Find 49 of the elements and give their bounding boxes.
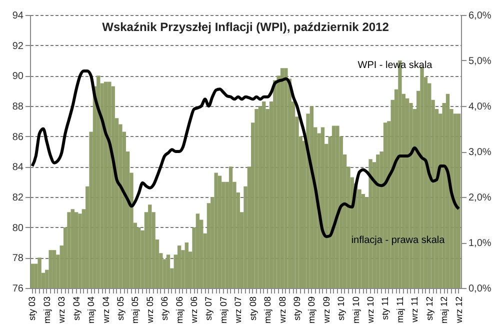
y-tick-label: 84: [12, 162, 24, 174]
x-tick-label: sty 03: [27, 296, 38, 321]
x-tick-label: sty 07: [204, 296, 214, 321]
x-tick-label: maj 08: [262, 296, 273, 324]
x-tick-label: wrz 08: [277, 296, 288, 324]
x-tick-label: wrz 09: [321, 296, 332, 324]
x-tick-label: maj 11: [394, 296, 405, 323]
x-tick-label: sty 11: [380, 296, 390, 320]
x-tick-label: wrz 12: [454, 296, 464, 324]
x-tick-label: maj 05: [130, 296, 140, 324]
y-tick-label: 76: [12, 284, 24, 294]
x-tick-label: sty 09: [292, 296, 302, 321]
y-tick-label: 92: [12, 40, 24, 52]
y2-tick-label: 3,0%: [468, 147, 492, 158]
x-tick-label: maj 03: [42, 296, 52, 324]
x-tick-label: maj 06: [174, 296, 184, 324]
y2-tick-label: 0,0%: [468, 284, 492, 294]
y2-tick-label: 5,0%: [468, 56, 492, 67]
y-tick-label: 90: [12, 71, 24, 82]
x-tick-label: wrz 07: [233, 296, 244, 324]
y-tick-label: 88: [12, 102, 24, 112]
x-tick-label: wrz 04: [100, 296, 111, 324]
x-tick-label: maj 04: [86, 296, 96, 324]
y2-tick-label: 4,0%: [468, 102, 492, 112]
chart-title: Wskaźnik Przyszłej Inflacji (WPI), październik 2012: [102, 20, 390, 34]
x-tick-label: wrz 10: [366, 296, 376, 324]
y-tick-label: 80: [12, 222, 24, 234]
x-tick-label: wrz 11: [410, 296, 420, 324]
y-tick-label: 78: [12, 253, 24, 264]
x-tick-label: maj 09: [306, 296, 317, 324]
x-tick-label: sty 04: [71, 296, 82, 321]
x-tick-label: sty 05: [115, 296, 126, 321]
y2-tick-label: 6,0%: [468, 10, 492, 22]
y-tick-label: 82: [12, 192, 24, 204]
x-tick-label: maj 10: [350, 296, 361, 324]
y-tick-label: 94: [12, 10, 24, 22]
y2-tick-label: 1,0%: [468, 238, 492, 249]
x-tick-label: wrz 05: [144, 296, 155, 324]
x-tick-label: sty 12: [424, 296, 434, 321]
y-tick-label: 86: [12, 132, 24, 143]
y2-tick-label: 2,0%: [468, 192, 492, 204]
x-tick-label: sty 08: [248, 296, 258, 321]
x-tick-label: wrz 06: [189, 296, 200, 324]
x-tick-label: maj 07: [218, 296, 228, 324]
x-tick-label: wrz 03: [56, 296, 67, 324]
x-tick-label: sty 10: [336, 296, 346, 321]
x-tick-label: maj 12: [439, 296, 450, 324]
x-tick-label: sty 06: [160, 296, 170, 321]
series-label: inflacja - prawa skala: [351, 235, 446, 246]
